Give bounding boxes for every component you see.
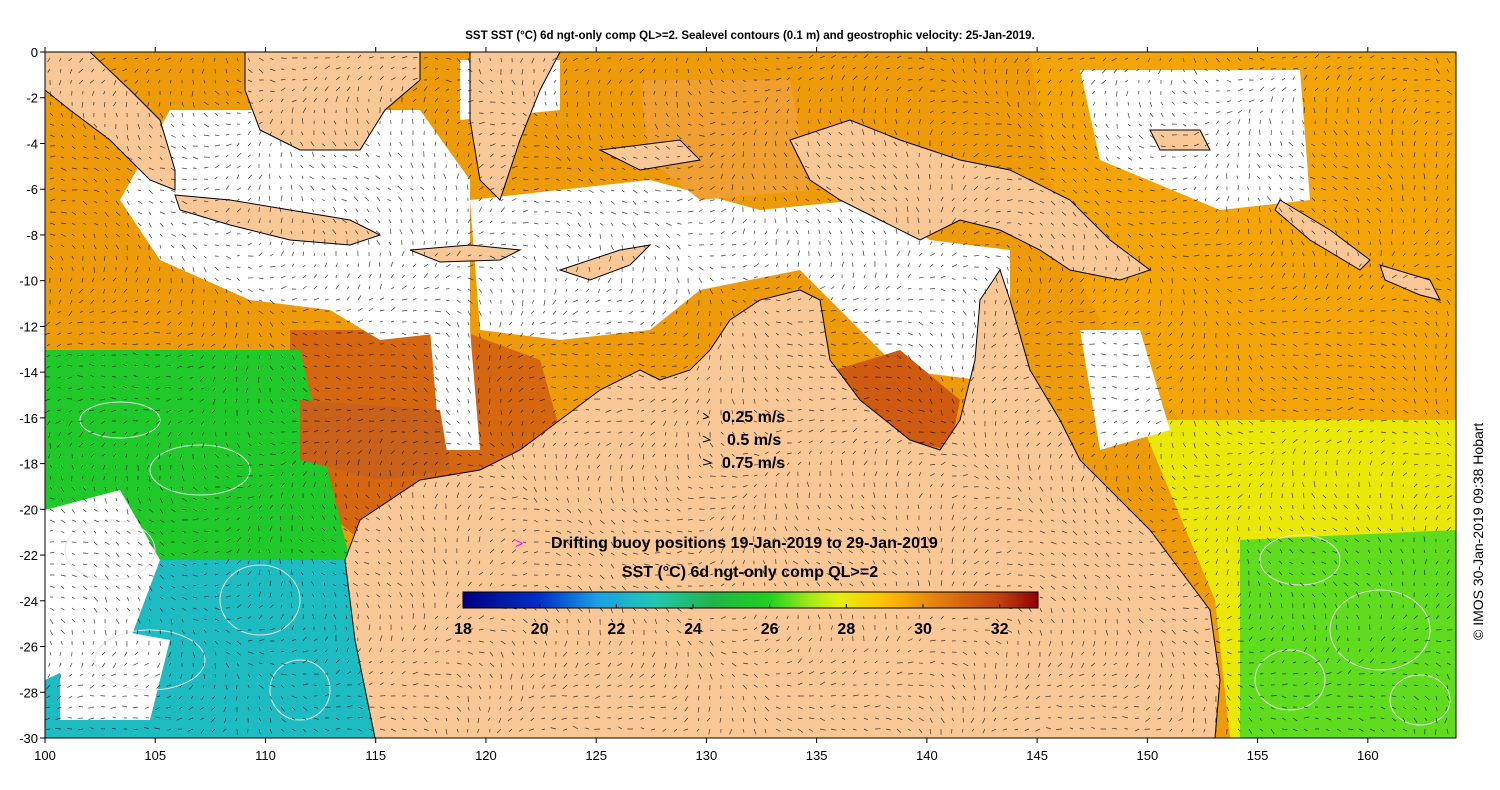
x-tick-label: 140	[916, 748, 938, 763]
x-tick-label: 115	[365, 748, 386, 763]
sst-region	[1240, 530, 1456, 738]
velocity-legend-arrow	[702, 412, 710, 420]
y-axis: 0 -2 -4 -6 -8 -10 -12 -14 -16 -18 -20 -22 -24 -26 -28 -…	[19, 45, 45, 746]
y-tick-label: -4	[26, 136, 38, 151]
buoy-marker-icon: >	[515, 535, 523, 551]
colorbar-tick-label: 22	[607, 621, 625, 638]
sst-region	[835, 350, 960, 450]
x-tick-label: 160	[1357, 748, 1379, 763]
y-tick-label: 0	[31, 45, 38, 60]
velocity-legend-label: 0.75 m/s	[722, 455, 785, 472]
y-tick-label: -8	[26, 228, 38, 243]
colorbar-tick-label: 20	[531, 621, 549, 638]
x-tick-label: 130	[696, 748, 718, 763]
y-tick-label: -2	[26, 91, 38, 106]
credit-label: © IMOS 30-Jan-2019 09:38 Hobart	[1470, 422, 1486, 640]
velocity-legend-arrow	[702, 435, 712, 443]
velocity-legend-label: 0.5 m/s	[727, 432, 781, 449]
land	[45, 52, 1441, 738]
colorbar-tick-label: 30	[914, 621, 932, 638]
y-tick-label: -22	[19, 548, 38, 563]
y-tick-label: -6	[26, 182, 38, 197]
y-tick-label: -26	[19, 640, 38, 655]
sst-hotspot-nw	[300, 400, 450, 480]
velocity-legend-label: 0.25 m/s	[722, 409, 785, 426]
colorbar-tick-label: 28	[837, 621, 855, 638]
colorbar-title: SST (°C) 6d ngt-only comp QL>=2	[622, 564, 878, 581]
y-tick-label: -16	[19, 411, 38, 426]
x-tick-label: 145	[1026, 748, 1048, 763]
velocity-legend-arrow	[702, 458, 714, 466]
y-tick-label: -10	[19, 274, 38, 289]
x-tick-label: 110	[255, 748, 276, 763]
x-tick-label: 100	[34, 748, 56, 763]
sst-banda-sea	[640, 80, 810, 200]
buoy-legend-label: Drifting buoy positions 19-Jan-2019 to 2…	[551, 535, 938, 552]
y-tick-label: -12	[19, 319, 38, 334]
colorbar-tick-label: 32	[991, 621, 1009, 638]
colorbar-tick-label: 26	[761, 621, 779, 638]
colorbar-tick-label: 24	[684, 621, 702, 638]
velocity-arrow-set	[45, 54, 1453, 735]
y-tick-label: -14	[19, 365, 38, 380]
x-tick-label: 135	[806, 748, 828, 763]
buoy-legend: > Drifting buoy positions 19-Jan-2019 to…	[515, 535, 938, 552]
x-tick-label: 105	[144, 748, 166, 763]
x-tick-label: 125	[585, 748, 607, 763]
sealevel-contours	[64, 401, 1451, 726]
y-tick-label: -28	[19, 685, 38, 700]
colorbar-tick-label: 18	[454, 621, 472, 638]
plot-area	[45, 52, 1456, 738]
x-axis: 100 105 110 115 120 125 130 135 140 145 150 155 160	[34, 47, 1379, 763]
y-tick-label: -18	[19, 457, 38, 472]
map-title: SST SST (°C) 6d ngt-only comp QL>=2. Sea…	[465, 30, 1035, 42]
colorbar-ramp	[462, 591, 1039, 609]
y-tick-label: -20	[19, 502, 38, 517]
velocity-arrows	[45, 54, 1453, 735]
y-tick-label: -24	[19, 594, 38, 609]
plot-frame	[44, 51, 1457, 739]
x-tick-label: 155	[1247, 748, 1269, 763]
velocity-legend: 0.25 m/s 0.5 m/s 0.75 m/s	[702, 409, 785, 472]
x-tick-label: 150	[1136, 748, 1158, 763]
y-tick-label: -30	[19, 731, 38, 746]
colorbar: SST (°C) 6d ngt-only comp QL>=2 18 20 22 24…	[454, 564, 1039, 638]
x-tick-label: 120	[475, 748, 497, 763]
